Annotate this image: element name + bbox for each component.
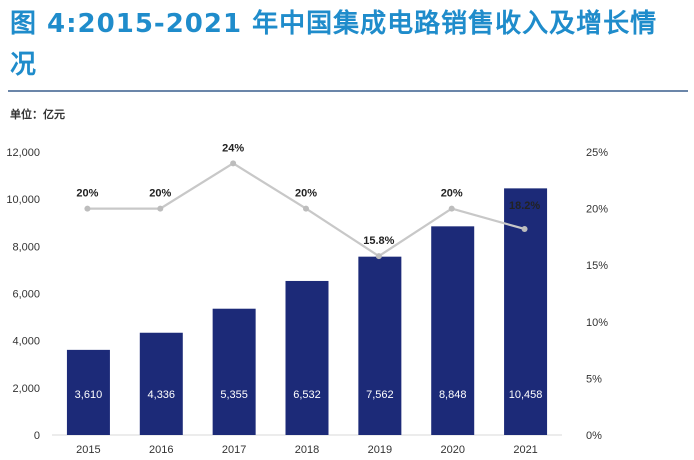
bar	[431, 226, 475, 435]
y-right-tick-label: 0%	[586, 430, 602, 442]
bar-value-label: 10,458	[509, 389, 543, 401]
bar	[139, 332, 183, 435]
growth-label: 20%	[149, 188, 171, 200]
growth-point	[230, 160, 237, 167]
x-tick-label: 2020	[440, 444, 464, 456]
growth-point	[303, 205, 309, 212]
y-right-tick-label: 15%	[586, 260, 608, 272]
bar	[285, 280, 329, 435]
y-right-tick-label: 25%	[586, 147, 608, 159]
growth-label: 20%	[76, 188, 98, 200]
bar	[212, 308, 256, 435]
bar-value-label: 4,336	[148, 389, 176, 401]
y-left-tick-label: 4,000	[12, 336, 40, 348]
y-left-tick-label: 10,000	[6, 194, 40, 206]
bar-value-label: 6,532	[293, 389, 321, 401]
x-tick-label: 2019	[368, 444, 392, 456]
growth-label: 20%	[441, 188, 463, 200]
bar-value-label: 8,848	[439, 389, 467, 401]
growth-label: 20%	[295, 188, 317, 200]
unit-label: 单位：亿元	[10, 108, 65, 121]
x-tick-label: 2018	[295, 444, 319, 456]
bar-value-label: 7,562	[366, 389, 394, 401]
y-right-tick-label: 5%	[586, 373, 602, 385]
growth-label: 18.2%	[509, 200, 540, 212]
y-left-tick-label: 6,000	[12, 289, 40, 301]
growth-point	[157, 205, 164, 212]
y-right-tick-label: 10%	[586, 317, 608, 329]
growth-point	[84, 205, 91, 212]
growth-point	[375, 253, 382, 260]
x-tick-label: 2016	[149, 444, 173, 456]
y-left-tick-label: 12,000	[6, 147, 40, 159]
x-tick-label: 2021	[513, 444, 537, 456]
bar-value-label: 5,355	[220, 389, 248, 401]
growth-point	[448, 205, 455, 212]
bar	[66, 349, 110, 435]
y-left-tick-label: 8,000	[12, 241, 40, 253]
title-divider	[8, 90, 688, 92]
x-tick-label: 2015	[76, 444, 100, 456]
page-title: 图 4:2015-2021 年中国集成电路销售收入及增长情况	[10, 9, 658, 80]
growth-label: 15.8%	[363, 235, 394, 247]
y-left-tick-label: 0	[34, 430, 40, 442]
y-left-tick-label: 2,000	[12, 383, 40, 395]
y-right-tick-label: 20%	[586, 204, 608, 216]
growth-label: 24%	[222, 142, 244, 154]
bar	[358, 256, 402, 435]
bar-value-label: 3,610	[75, 389, 103, 401]
growth-point	[521, 225, 528, 232]
x-tick-label: 2017	[222, 444, 246, 456]
